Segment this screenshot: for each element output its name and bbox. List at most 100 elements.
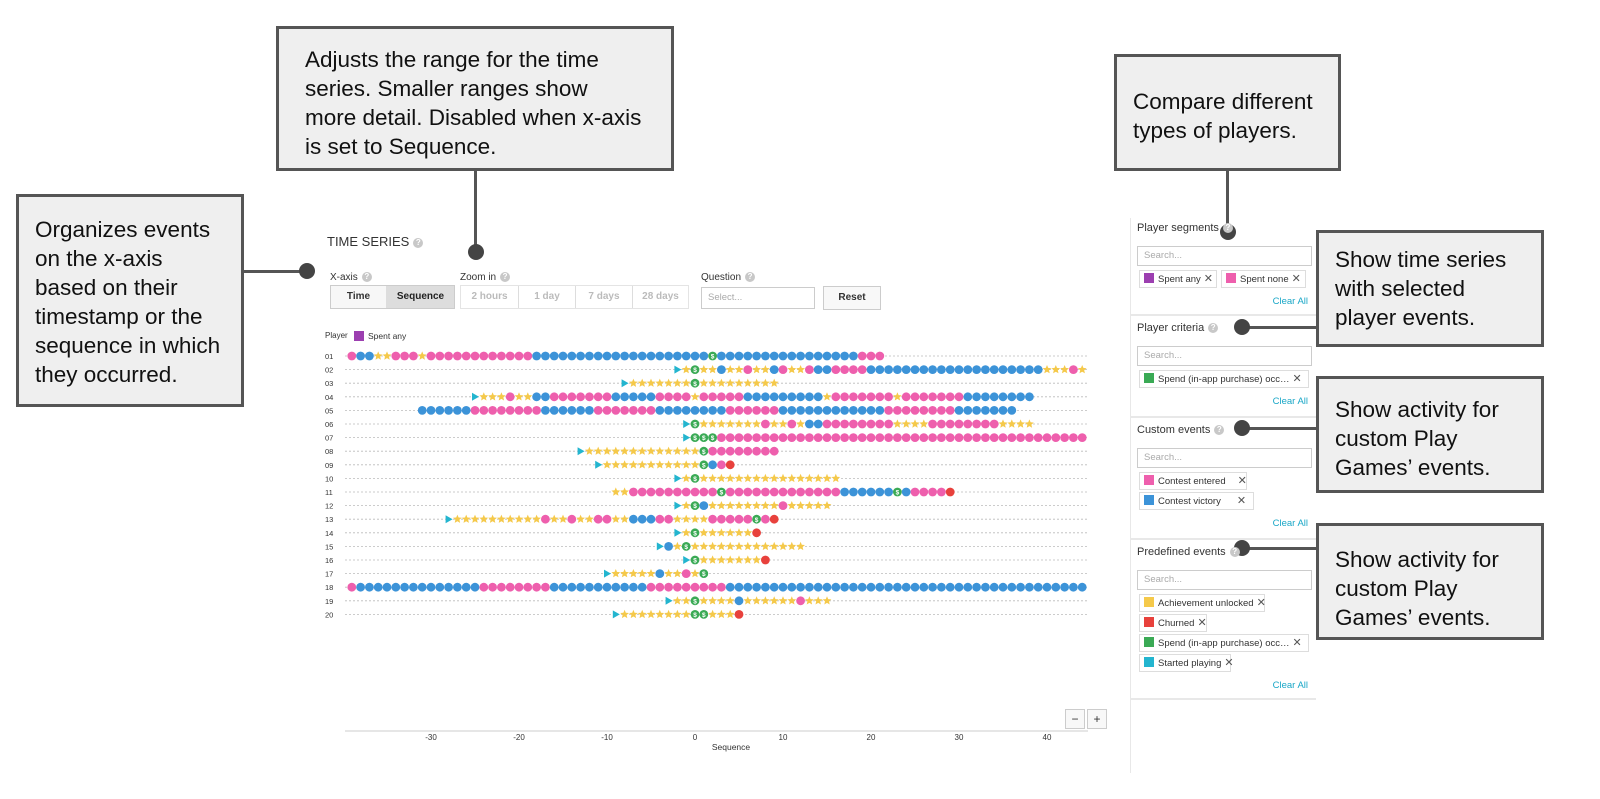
remove-icon[interactable]: ✕	[1236, 495, 1247, 507]
contest-victory-marker	[699, 351, 709, 361]
help-icon[interactable]: ?	[500, 272, 511, 283]
achievement-unlocked-marker	[813, 596, 823, 605]
contest-entered-marker	[893, 433, 902, 442]
contest-victory-marker	[928, 582, 937, 592]
spend-marker	[690, 528, 700, 538]
clear-all-link[interactable]: Clear All	[1272, 680, 1308, 691]
contest-entered-marker	[347, 582, 357, 592]
achievement-unlocked-marker	[602, 446, 612, 455]
contest-entered-marker	[637, 487, 647, 497]
clear-all-link[interactable]: Clear All	[1272, 518, 1308, 529]
zoom-2-hours-button[interactable]: 2 hours	[461, 286, 519, 308]
achievement-unlocked-marker	[549, 514, 559, 523]
custom-events-title-text: Custom events	[1137, 424, 1211, 436]
achievement-unlocked-marker	[681, 514, 691, 523]
contest-entered-marker	[734, 446, 744, 456]
contest-victory-marker	[954, 582, 964, 592]
remove-icon[interactable]: ✕	[1256, 597, 1266, 609]
contest-entered-marker	[523, 351, 533, 361]
contest-entered-marker	[681, 487, 691, 497]
custom-events-search[interactable]: Search...	[1137, 448, 1312, 468]
contest-victory-marker	[743, 582, 753, 592]
achievement-unlocked-marker	[708, 501, 717, 510]
remove-icon[interactable]: ✕	[1237, 475, 1247, 487]
zoom-1-day-button[interactable]: 1 day	[519, 286, 576, 308]
help-icon[interactable]: ?	[413, 237, 424, 248]
zoom-in-button[interactable]: +	[1087, 709, 1107, 729]
contest-entered-marker	[461, 351, 471, 361]
player-segments-search[interactable]: Search...	[1137, 246, 1312, 266]
clear-all-link[interactable]: Clear All	[1272, 296, 1308, 307]
achievement-unlocked-marker	[822, 473, 832, 483]
help-icon[interactable]: ?	[1222, 223, 1233, 234]
remove-icon[interactable]: ✕	[1197, 617, 1207, 629]
contest-entered-marker	[1060, 433, 1069, 442]
contest-entered-marker	[849, 392, 858, 402]
achievement-unlocked-marker	[681, 528, 691, 537]
contest-victory-marker	[646, 392, 656, 402]
reset-button[interactable]: Reset	[823, 286, 881, 310]
contest-victory-marker	[752, 351, 761, 361]
clear-all-link[interactable]: Clear All	[1272, 396, 1308, 407]
achievement-unlocked-marker	[725, 473, 735, 483]
player-id-label: 03	[325, 379, 333, 388]
contest-entered-marker	[840, 433, 849, 442]
contest-entered-marker	[822, 433, 832, 442]
contest-victory-marker	[761, 392, 770, 402]
remove-icon[interactable]: ✕	[1203, 273, 1214, 285]
churned-marker	[769, 514, 779, 524]
contest-entered-marker	[567, 392, 577, 402]
zoom-7-days-button[interactable]: 7 days	[576, 286, 633, 308]
contest-victory-marker	[981, 582, 990, 592]
contest-victory-marker	[831, 406, 841, 415]
achievement-unlocked-marker	[708, 555, 717, 564]
started-playing-marker	[674, 528, 682, 537]
player-criteria-search[interactable]: Search...	[1137, 346, 1312, 366]
achievement-unlocked-marker	[717, 541, 726, 551]
contest-victory-marker	[629, 582, 638, 592]
contest-victory-marker	[901, 582, 911, 592]
x-tick-label: 30	[955, 733, 964, 742]
achievement-unlocked-marker	[629, 609, 638, 619]
xaxis-time-button[interactable]: Time	[331, 286, 387, 308]
contest-victory-marker	[769, 392, 779, 402]
contest-entered-marker	[928, 392, 937, 402]
remove-icon[interactable]: ✕	[1291, 273, 1301, 285]
zoom-out-button[interactable]: −	[1065, 709, 1085, 729]
contest-entered-marker	[497, 351, 506, 361]
contest-victory-marker	[963, 392, 973, 402]
contest-victory-marker	[602, 351, 612, 361]
achievement-unlocked-marker	[998, 419, 1008, 428]
contest-victory-marker	[972, 582, 981, 592]
panel-title: TIME SERIES?	[327, 234, 424, 249]
achievement-unlocked-marker	[778, 541, 788, 551]
help-icon[interactable]: ?	[745, 272, 756, 283]
help-icon[interactable]: ?	[1229, 547, 1240, 558]
time-series-chart[interactable]: 01 $02 $03 $04 05 06 $07 $ $ $08 $09 $10 $11 $ $12 $13 $…	[313, 218, 1315, 773]
xaxis-label-text: X-axis	[330, 272, 358, 283]
spend-marker-label: $	[693, 503, 697, 510]
remove-icon[interactable]: ✕	[1292, 373, 1302, 385]
xaxis-sequence-button[interactable]: Sequence	[387, 286, 454, 308]
contest-entered-marker	[761, 419, 770, 429]
contest-victory-marker	[567, 406, 577, 415]
contest-entered-marker	[567, 514, 577, 524]
started-playing-marker	[683, 420, 691, 428]
contest-entered-marker	[954, 419, 964, 429]
help-icon[interactable]: ?	[1208, 323, 1219, 334]
achievement-unlocked-marker	[708, 528, 717, 537]
zoom-28-days-button[interactable]: 28 days	[633, 286, 688, 308]
help-icon[interactable]: ?	[1214, 425, 1225, 436]
spend-marker	[690, 501, 700, 510]
churned-marker	[945, 487, 955, 497]
contest-entered-marker	[470, 406, 480, 415]
help-icon[interactable]: ?	[361, 272, 372, 283]
zoom-label-text: Zoom in	[460, 272, 497, 283]
remove-icon[interactable]: ✕	[1292, 637, 1302, 649]
player-id-label: 14	[325, 529, 333, 538]
question-select[interactable]: Select...	[701, 287, 815, 309]
chip-spend: Spend (in-app purchase) occ… ✕	[1139, 370, 1309, 388]
remove-icon[interactable]: ✕	[1224, 657, 1234, 669]
contest-entered-marker	[505, 392, 515, 402]
predefined-events-search[interactable]: Search...	[1137, 570, 1312, 590]
